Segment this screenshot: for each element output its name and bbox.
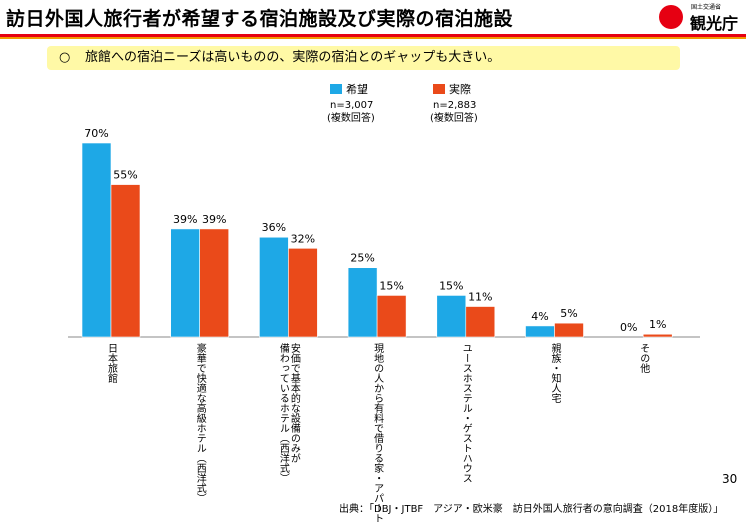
data-label-hope-6: 0% [620, 321, 637, 334]
circle-bullet-icon: ○ [59, 50, 71, 65]
category-label-2-line0: 安価で基本的な設備のみが [288, 343, 300, 463]
data-label-actual-6: 1% [649, 318, 666, 331]
category-label-2-line1: 備わっているホテル（西洋式） [277, 343, 289, 483]
bar-hope-5 [525, 325, 555, 338]
bar-actual-0 [110, 184, 141, 338]
bar-actual-1 [199, 228, 229, 338]
bar-hope-0 [81, 142, 112, 338]
category-label-3: 現地の人から有料で借りる家・アパート [371, 343, 383, 523]
legend-n-hope: n=3,007 [330, 100, 374, 111]
legend-label-hope: 希望 [346, 83, 368, 96]
page-title: 訪日外国人旅行者が希望する宿泊施設及び実際の宿泊施設 [6, 8, 514, 30]
bar-hope-2 [259, 236, 289, 338]
legend-swatch-hope [330, 84, 342, 94]
bar-actual-3 [376, 295, 407, 338]
header-divider-accent [0, 37, 746, 39]
category-label-0: 日本旅館 [105, 343, 117, 383]
data-label-actual-0: 55% [113, 169, 137, 182]
bar-hope-1 [170, 228, 200, 338]
category-label-1: 豪華で快適な高級ホテル（西洋式） [194, 343, 206, 503]
category-label-4: ユースホステル・ゲストハウス [460, 343, 472, 483]
bar-actual-6 [642, 333, 673, 338]
legend-label-actual: 実際 [449, 83, 471, 96]
summary-callout: ○ 旅館への宿泊ニーズは高いものの、実際の宿泊とのギャップも大きい。 [47, 46, 680, 70]
data-label-actual-4: 11% [468, 291, 492, 304]
ministry-logo: 国土交通省 観光庁 [659, 1, 745, 33]
header-divider [0, 34, 746, 37]
data-label-hope-5: 4% [531, 310, 548, 323]
source-citation: 出典：「DBJ・JTBF アジア・欧米豪 訪日外国人旅行者の意向調査（2018年… [339, 504, 724, 515]
bar-hope-3 [347, 267, 378, 338]
bar-actual-4 [465, 306, 496, 338]
category-label-5: 親族・知人宅 [549, 343, 560, 403]
brand-agency-label: 観光庁 [690, 14, 739, 33]
summary-text: 旅館への宿泊ニーズは高いものの、実際の宿泊とのギャップも大きい。 [85, 50, 501, 65]
data-label-hope-1: 39% [173, 213, 197, 226]
legend-swatch-actual [433, 84, 445, 94]
data-label-hope-2: 36% [262, 221, 286, 234]
data-label-actual-3: 15% [379, 279, 403, 292]
legend-note-hope: (複数回答) [327, 113, 375, 124]
legend-note-actual: (複数回答) [430, 113, 478, 124]
red-sun-icon [659, 5, 683, 29]
legend-n-actual: n=2,883 [433, 100, 477, 111]
data-label-hope-0: 70% [84, 127, 108, 140]
data-label-hope-4: 15% [439, 279, 463, 292]
data-label-actual-5: 5% [560, 307, 577, 320]
data-label-hope-3: 25% [350, 252, 374, 265]
bar-actual-2 [288, 248, 318, 338]
category-label-6: その他 [637, 343, 649, 373]
bar-actual-5 [554, 322, 584, 338]
page-number: 30 [722, 472, 738, 486]
data-label-actual-2: 32% [291, 232, 315, 245]
bar-hope-4 [436, 295, 467, 338]
brand-ministry-label: 国土交通省 [691, 4, 722, 11]
data-label-actual-1: 39% [202, 213, 226, 226]
